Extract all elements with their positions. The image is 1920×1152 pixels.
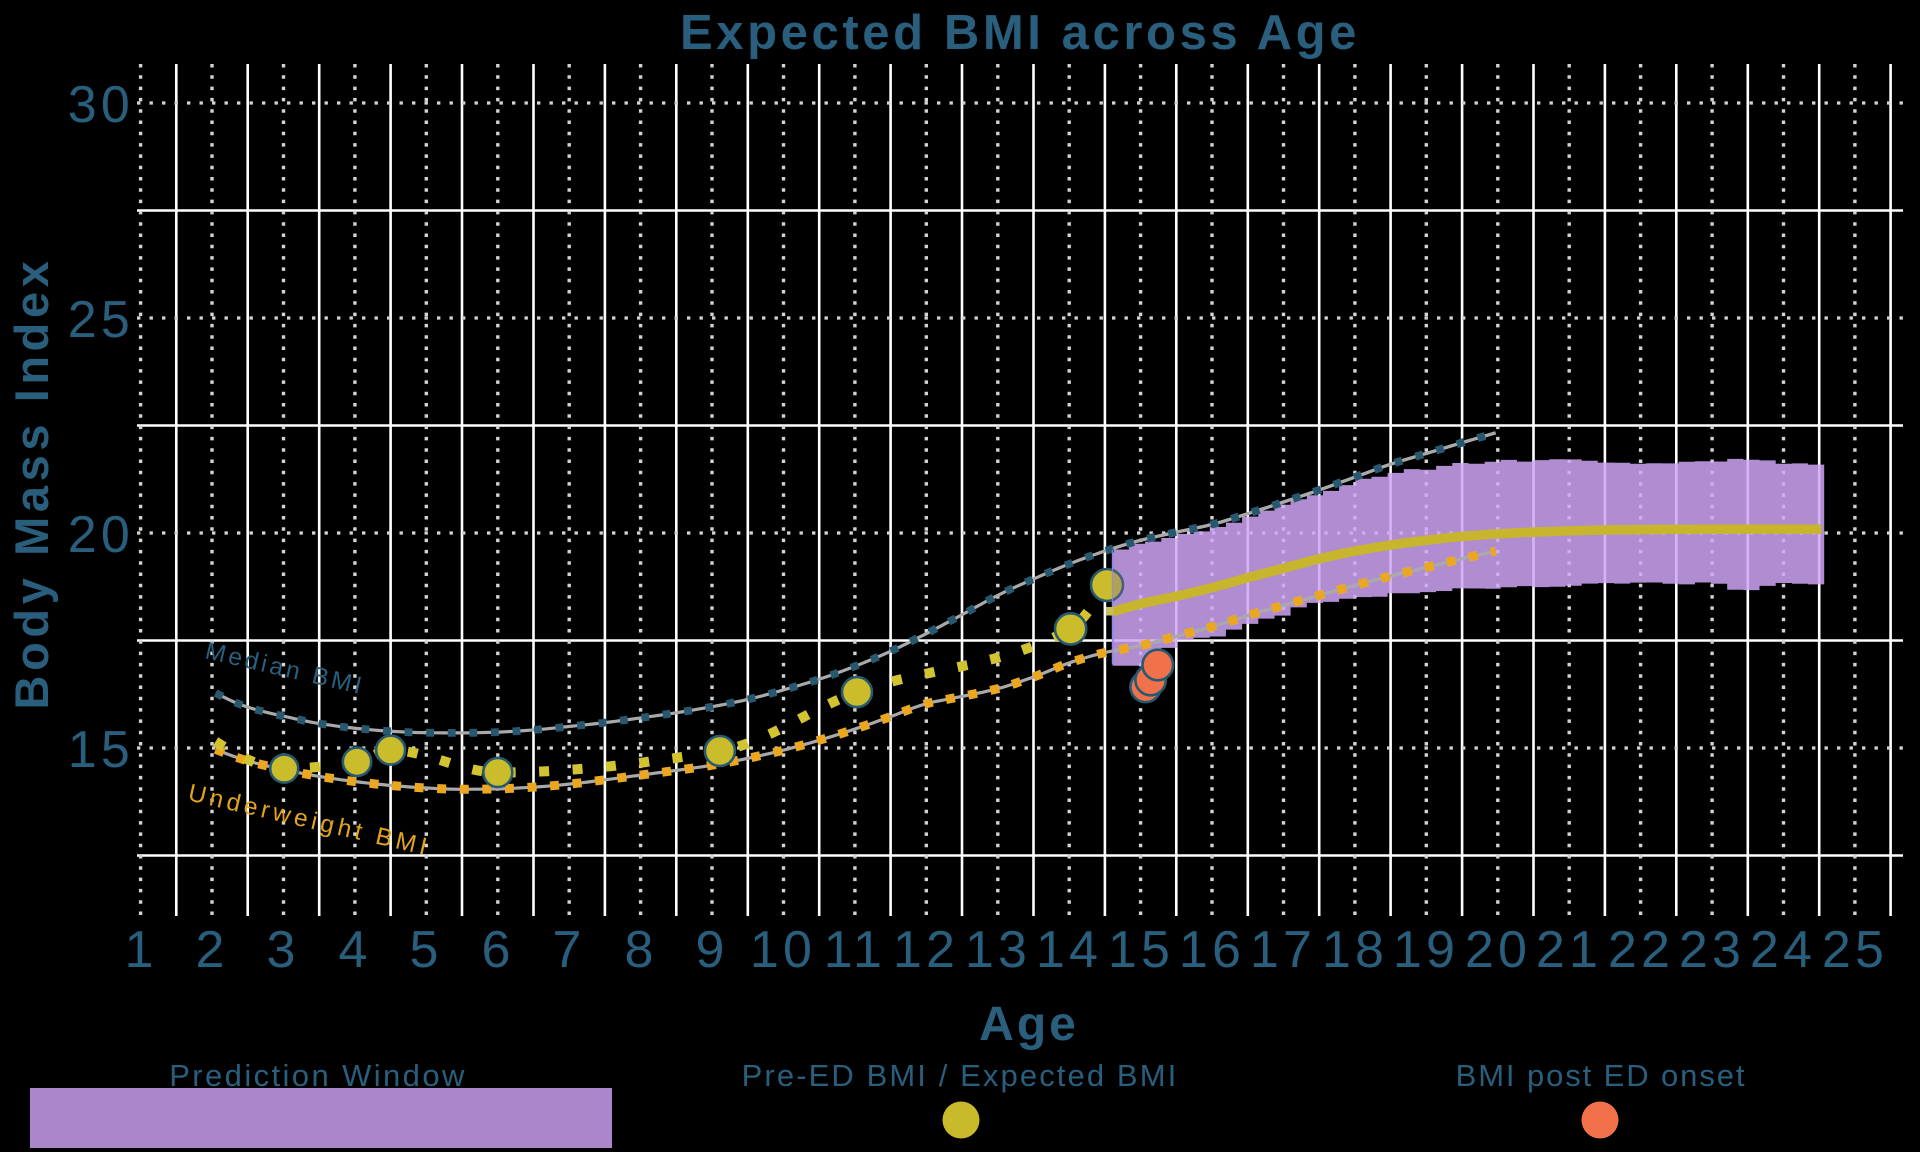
svg-text:21: 21 xyxy=(1536,921,1602,979)
svg-text:20: 20 xyxy=(1465,921,1531,979)
svg-text:17: 17 xyxy=(1250,921,1316,979)
svg-text:3: 3 xyxy=(266,921,299,979)
svg-text:2: 2 xyxy=(195,921,228,979)
svg-text:4: 4 xyxy=(338,921,371,979)
svg-text:15: 15 xyxy=(1108,921,1174,979)
svg-text:11: 11 xyxy=(824,921,886,979)
svg-text:Expected BMI across Age: Expected BMI across Age xyxy=(680,6,1360,60)
svg-text:Prediction Window: Prediction Window xyxy=(169,1058,467,1093)
svg-text:22: 22 xyxy=(1608,921,1674,979)
svg-text:20: 20 xyxy=(68,506,134,564)
svg-text:30: 30 xyxy=(68,76,134,134)
svg-text:5: 5 xyxy=(409,921,442,979)
svg-text:7: 7 xyxy=(552,921,585,979)
svg-text:10: 10 xyxy=(750,921,816,979)
svg-text:Pre-ED BMI / Expected BMI: Pre-ED BMI / Expected BMI xyxy=(742,1058,1179,1093)
svg-text:15: 15 xyxy=(68,721,134,779)
svg-text:18: 18 xyxy=(1322,921,1388,979)
svg-text:Body Mass Index: Body Mass Index xyxy=(5,257,58,710)
svg-text:25: 25 xyxy=(68,291,134,349)
svg-text:9: 9 xyxy=(695,921,728,979)
svg-text:8: 8 xyxy=(624,921,657,979)
svg-text:13: 13 xyxy=(965,921,1031,979)
svg-text:Age: Age xyxy=(979,998,1079,1051)
svg-text:12: 12 xyxy=(893,921,959,979)
svg-text:BMI post ED onset: BMI post ED onset xyxy=(1456,1058,1747,1093)
svg-text:25: 25 xyxy=(1822,921,1888,979)
svg-text:1: 1 xyxy=(124,921,157,979)
svg-text:14: 14 xyxy=(1036,921,1102,979)
svg-text:24: 24 xyxy=(1750,921,1816,979)
svg-text:6: 6 xyxy=(481,921,514,979)
svg-text:19: 19 xyxy=(1393,921,1459,979)
svg-text:16: 16 xyxy=(1179,921,1245,979)
svg-text:23: 23 xyxy=(1679,921,1745,979)
